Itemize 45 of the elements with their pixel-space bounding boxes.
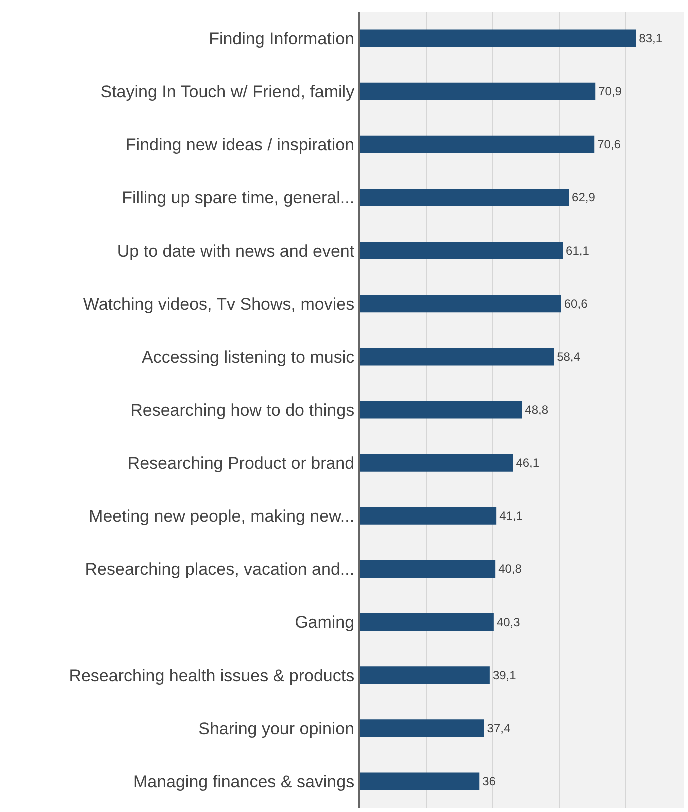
bar	[360, 242, 564, 260]
y-tick-label: Finding new ideas / inspiration	[126, 136, 355, 155]
bar	[360, 666, 490, 684]
bar	[360, 188, 570, 206]
data-label: 58,4	[557, 350, 581, 364]
data-label: 41,1	[500, 509, 524, 524]
bar	[360, 30, 636, 48]
data-label: 60,6	[564, 296, 588, 311]
y-tick-label: Watching videos, Tv Shows, movies	[83, 294, 355, 314]
bar	[360, 507, 497, 525]
data-label: 40,3	[496, 615, 521, 630]
bar	[360, 295, 562, 313]
y-tick-label: Gaming	[295, 613, 355, 632]
data-label: 70,9	[598, 84, 622, 99]
bar	[360, 720, 484, 738]
bar	[360, 614, 494, 632]
y-tick-label: Meeting new people, making new...	[89, 507, 355, 526]
y-tick-label: Researching health issues & products	[69, 666, 355, 686]
bar	[360, 560, 496, 578]
data-label: 70,6	[598, 138, 622, 152]
y-tick-label: Managing finances & savings	[133, 772, 355, 792]
y-tick-label: Researching Product or brand	[128, 454, 355, 474]
y-tick-label: Finding Information	[209, 29, 355, 48]
bar	[360, 401, 522, 419]
data-label: 39,1	[492, 668, 517, 682]
bar	[360, 136, 595, 154]
data-label: 48,8	[525, 403, 549, 417]
data-label: 46,1	[516, 456, 540, 470]
y-tick-label: Filling up spare time, general...	[122, 188, 355, 208]
y-tick-label: Accessing listening to music	[142, 348, 356, 367]
data-label: 61,1	[566, 244, 590, 258]
data-label: 62,9	[572, 190, 596, 205]
bar	[360, 82, 596, 100]
data-label: 37,4	[487, 721, 511, 736]
data-label: 36	[482, 774, 496, 788]
y-tick-label: Researching how to do things	[130, 400, 355, 420]
bar	[360, 348, 554, 366]
y-tick-label: Sharing your opinion	[198, 719, 355, 738]
data-label: 40,8	[498, 562, 522, 576]
data-label: 83,1	[639, 32, 663, 46]
y-tick-label: Researching places, vacation and...	[85, 560, 355, 580]
y-tick-label: Staying In Touch w/ Friend, family	[100, 82, 356, 102]
bar	[360, 772, 480, 790]
y-tick-label: Up to date with news and event	[117, 242, 355, 261]
bar	[360, 454, 514, 472]
